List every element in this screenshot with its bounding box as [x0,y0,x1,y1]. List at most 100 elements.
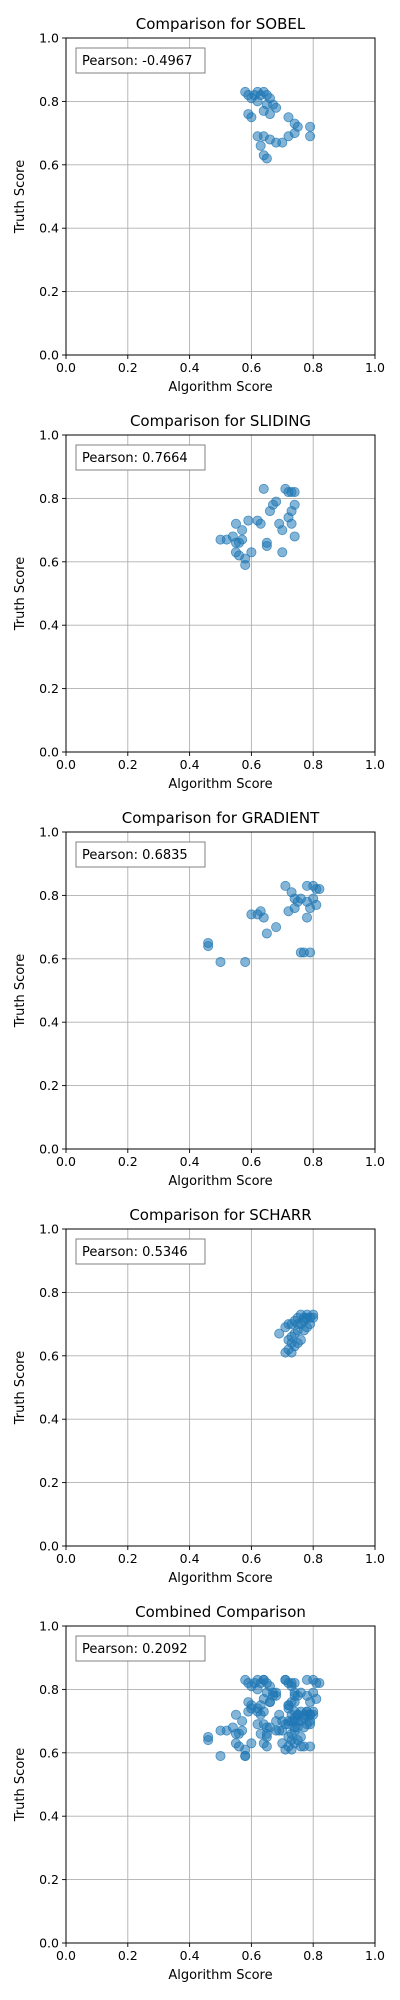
pearson-annotation: Pearson: -0.4967 [82,54,192,69]
y-tick-label: 0.6 [39,951,59,966]
y-tick-label: 0.0 [39,1936,59,1951]
scatter-point [292,1716,303,1727]
scatter-point [240,1750,251,1761]
scatter-point [230,1709,241,1720]
scatter-point [280,880,291,891]
scatter-point [305,947,316,958]
x-tick-label: 0.0 [56,1154,76,1169]
chart-title: Comparison for SOBEL [136,15,306,33]
scatter-point [305,1741,316,1752]
x-tick-label: 0.6 [241,1154,261,1169]
plot-area [66,38,375,355]
chart-panel: 0.0 0.2 0.4 0.6 0.8 1.0 0.0 0.2 0.4 0.6 0.8 1.0 Comp… [13,1206,385,1586]
scatter-point [271,496,282,507]
scatter-point [258,483,269,494]
scatter-point [230,518,241,529]
scatter-point [271,922,282,933]
y-tick-label: 1.0 [39,428,59,443]
x-tick-label: 0.2 [118,1154,138,1169]
scatter-point [258,1674,269,1685]
scatter-point [246,1738,257,1749]
x-tick-label: 0.4 [180,757,200,772]
x-tick-label: 0.6 [241,1948,261,1963]
pearson-annotation: Pearson: 0.6835 [82,848,188,863]
axes-frame [65,37,376,356]
y-tick-label: 0.2 [39,1078,59,1093]
y-tick-label: 0.8 [39,1682,59,1697]
x-tick-label: 0.8 [303,360,323,375]
y-tick-label: 0.4 [39,618,59,633]
y-tick-label: 0.4 [39,221,59,236]
pearson-annotation: Pearson: 0.2092 [82,1642,188,1657]
scatter-point [298,1325,309,1336]
axes-frame [65,434,376,753]
y-axis-label: Truth Score [13,557,28,632]
x-tick-label: 0.0 [56,1948,76,1963]
x-tick-label: 0.0 [56,757,76,772]
y-tick-label: 0.6 [39,1348,59,1363]
annotation-box [75,47,206,74]
scatter-point [237,1716,248,1727]
x-tick-label: 0.2 [118,757,138,772]
scatter-point [305,121,316,132]
scatter-point [252,96,263,107]
x-tick-label: 0.2 [118,360,138,375]
y-tick-label: 0.4 [39,1412,59,1427]
scatter-point [271,1716,282,1727]
x-tick-label: 0.4 [180,1154,200,1169]
x-tick-label: 0.2 [118,1948,138,1963]
scatter-point [286,518,297,529]
scatter-point [261,928,272,939]
y-tick-label: 1.0 [39,1619,59,1634]
x-axis-label: Algorithm Score [168,380,272,395]
scatter-point [252,1684,263,1695]
y-tick-label: 0.8 [39,888,59,903]
scatter-point [215,956,226,967]
scatter-point [295,1731,306,1742]
scatter-point [311,1693,322,1704]
scatter-point [292,1319,303,1330]
scatter-point [277,137,288,148]
x-axis-label: Algorithm Score [168,1968,272,1983]
scatter-point [286,1347,297,1358]
x-tick-label: 0.6 [241,1551,261,1566]
annotation-box [75,1635,206,1662]
annotation-box [75,444,206,471]
scatter-point [271,1687,282,1698]
x-tick-label: 0.4 [180,1948,200,1963]
y-axis-label: Truth Score [13,1748,28,1823]
scatter-point [240,956,251,967]
scatter-point [246,547,257,558]
y-tick-label: 0.8 [39,94,59,109]
scatter-point [280,1674,291,1685]
axes-frame [65,1625,376,1944]
plot-area [66,1229,375,1546]
scatter-point [277,547,288,558]
y-tick-label: 0.6 [39,1745,59,1760]
scatter-point [274,1328,285,1339]
x-tick-label: 1.0 [365,1551,385,1566]
y-tick-label: 0.2 [39,1475,59,1490]
scatter-point [237,525,248,536]
chart-title: Combined Comparison [135,1603,306,1621]
x-tick-label: 0.8 [303,1154,323,1169]
x-tick-label: 0.0 [56,1551,76,1566]
axes-frame [65,831,376,1150]
y-tick-label: 0.0 [39,1539,59,1554]
y-tick-label: 0.4 [39,1809,59,1824]
scatter-point [246,112,257,123]
x-tick-label: 1.0 [365,1154,385,1169]
x-tick-label: 0.6 [241,757,261,772]
scatter-point [258,1706,269,1717]
chart-title: Comparison for GRADIENT [122,809,320,827]
scatter-point [258,912,269,923]
scatter-point [311,899,322,910]
y-axis-label: Truth Score [13,954,28,1029]
y-tick-label: 0.0 [39,745,59,760]
scatter-point [203,1735,214,1746]
x-tick-label: 1.0 [365,757,385,772]
scatter-point [305,131,316,142]
y-tick-label: 0.2 [39,1872,59,1887]
scatter-point [261,540,272,551]
scatter-point [289,499,300,510]
